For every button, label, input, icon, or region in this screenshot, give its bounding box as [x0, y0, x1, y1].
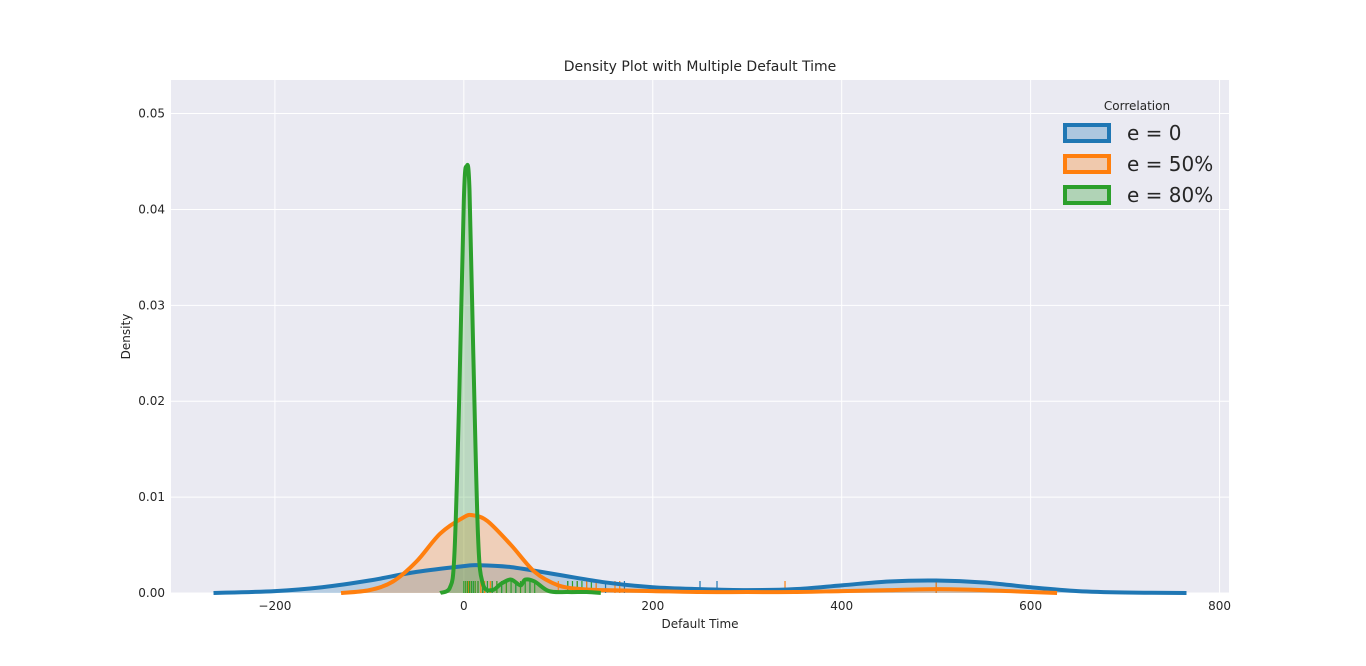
x-tick-label: 200 [641, 599, 664, 613]
density-line-series-1 [340, 512, 1058, 595]
plot-background [171, 80, 1229, 593]
legend-swatch [1063, 185, 1111, 205]
x-tick-label: 0 [460, 599, 468, 613]
x-tick-label: 800 [1208, 599, 1231, 613]
x-tick-label: 400 [830, 599, 853, 613]
x-tick-label: 600 [1019, 599, 1042, 613]
legend-swatch [1063, 154, 1111, 174]
y-tick-label: 0.02 [138, 394, 165, 408]
y-tick-label: 0.03 [138, 298, 165, 312]
density-line-series-2 [439, 162, 601, 595]
density-line-series-0 [213, 563, 1187, 595]
y-tick-label: 0.05 [138, 107, 165, 121]
y-axis-label: Density [119, 314, 133, 360]
legend-label: e = 80% [1127, 183, 1213, 207]
y-tick-label: 0.04 [138, 202, 165, 216]
x-tick-label: −200 [258, 599, 291, 613]
legend-label: e = 50% [1127, 152, 1213, 176]
x-axis-label: Default Time [661, 617, 738, 631]
density-lines [213, 162, 1187, 595]
x-axis-ticks: −200 0 200 400 600 800 [258, 599, 1231, 613]
legend-swatch [1063, 123, 1111, 143]
legend-label: e = 0 [1127, 121, 1182, 145]
chart-title: Density Plot with Multiple Default Time [564, 59, 837, 75]
legend-title: Correlation [1104, 99, 1170, 113]
legend: Correlation e = 0 e = 50% e = 80% [1063, 99, 1213, 207]
y-tick-label: 0.00 [138, 586, 165, 600]
density-area-series-0 [213, 565, 1187, 593]
y-tick-label: 0.01 [138, 490, 165, 504]
density-area-series-1 [341, 514, 1058, 593]
y-axis-ticks: 0.00 0.01 0.02 0.03 0.04 0.05 [138, 107, 165, 600]
